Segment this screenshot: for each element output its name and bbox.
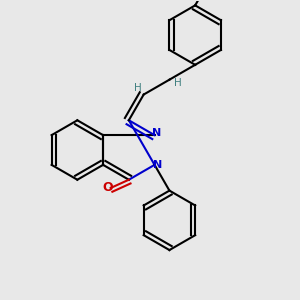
Text: H: H (174, 78, 182, 88)
Text: N: N (153, 160, 163, 170)
Text: H: H (134, 83, 142, 93)
Text: N: N (152, 128, 161, 139)
Text: O: O (102, 182, 113, 194)
